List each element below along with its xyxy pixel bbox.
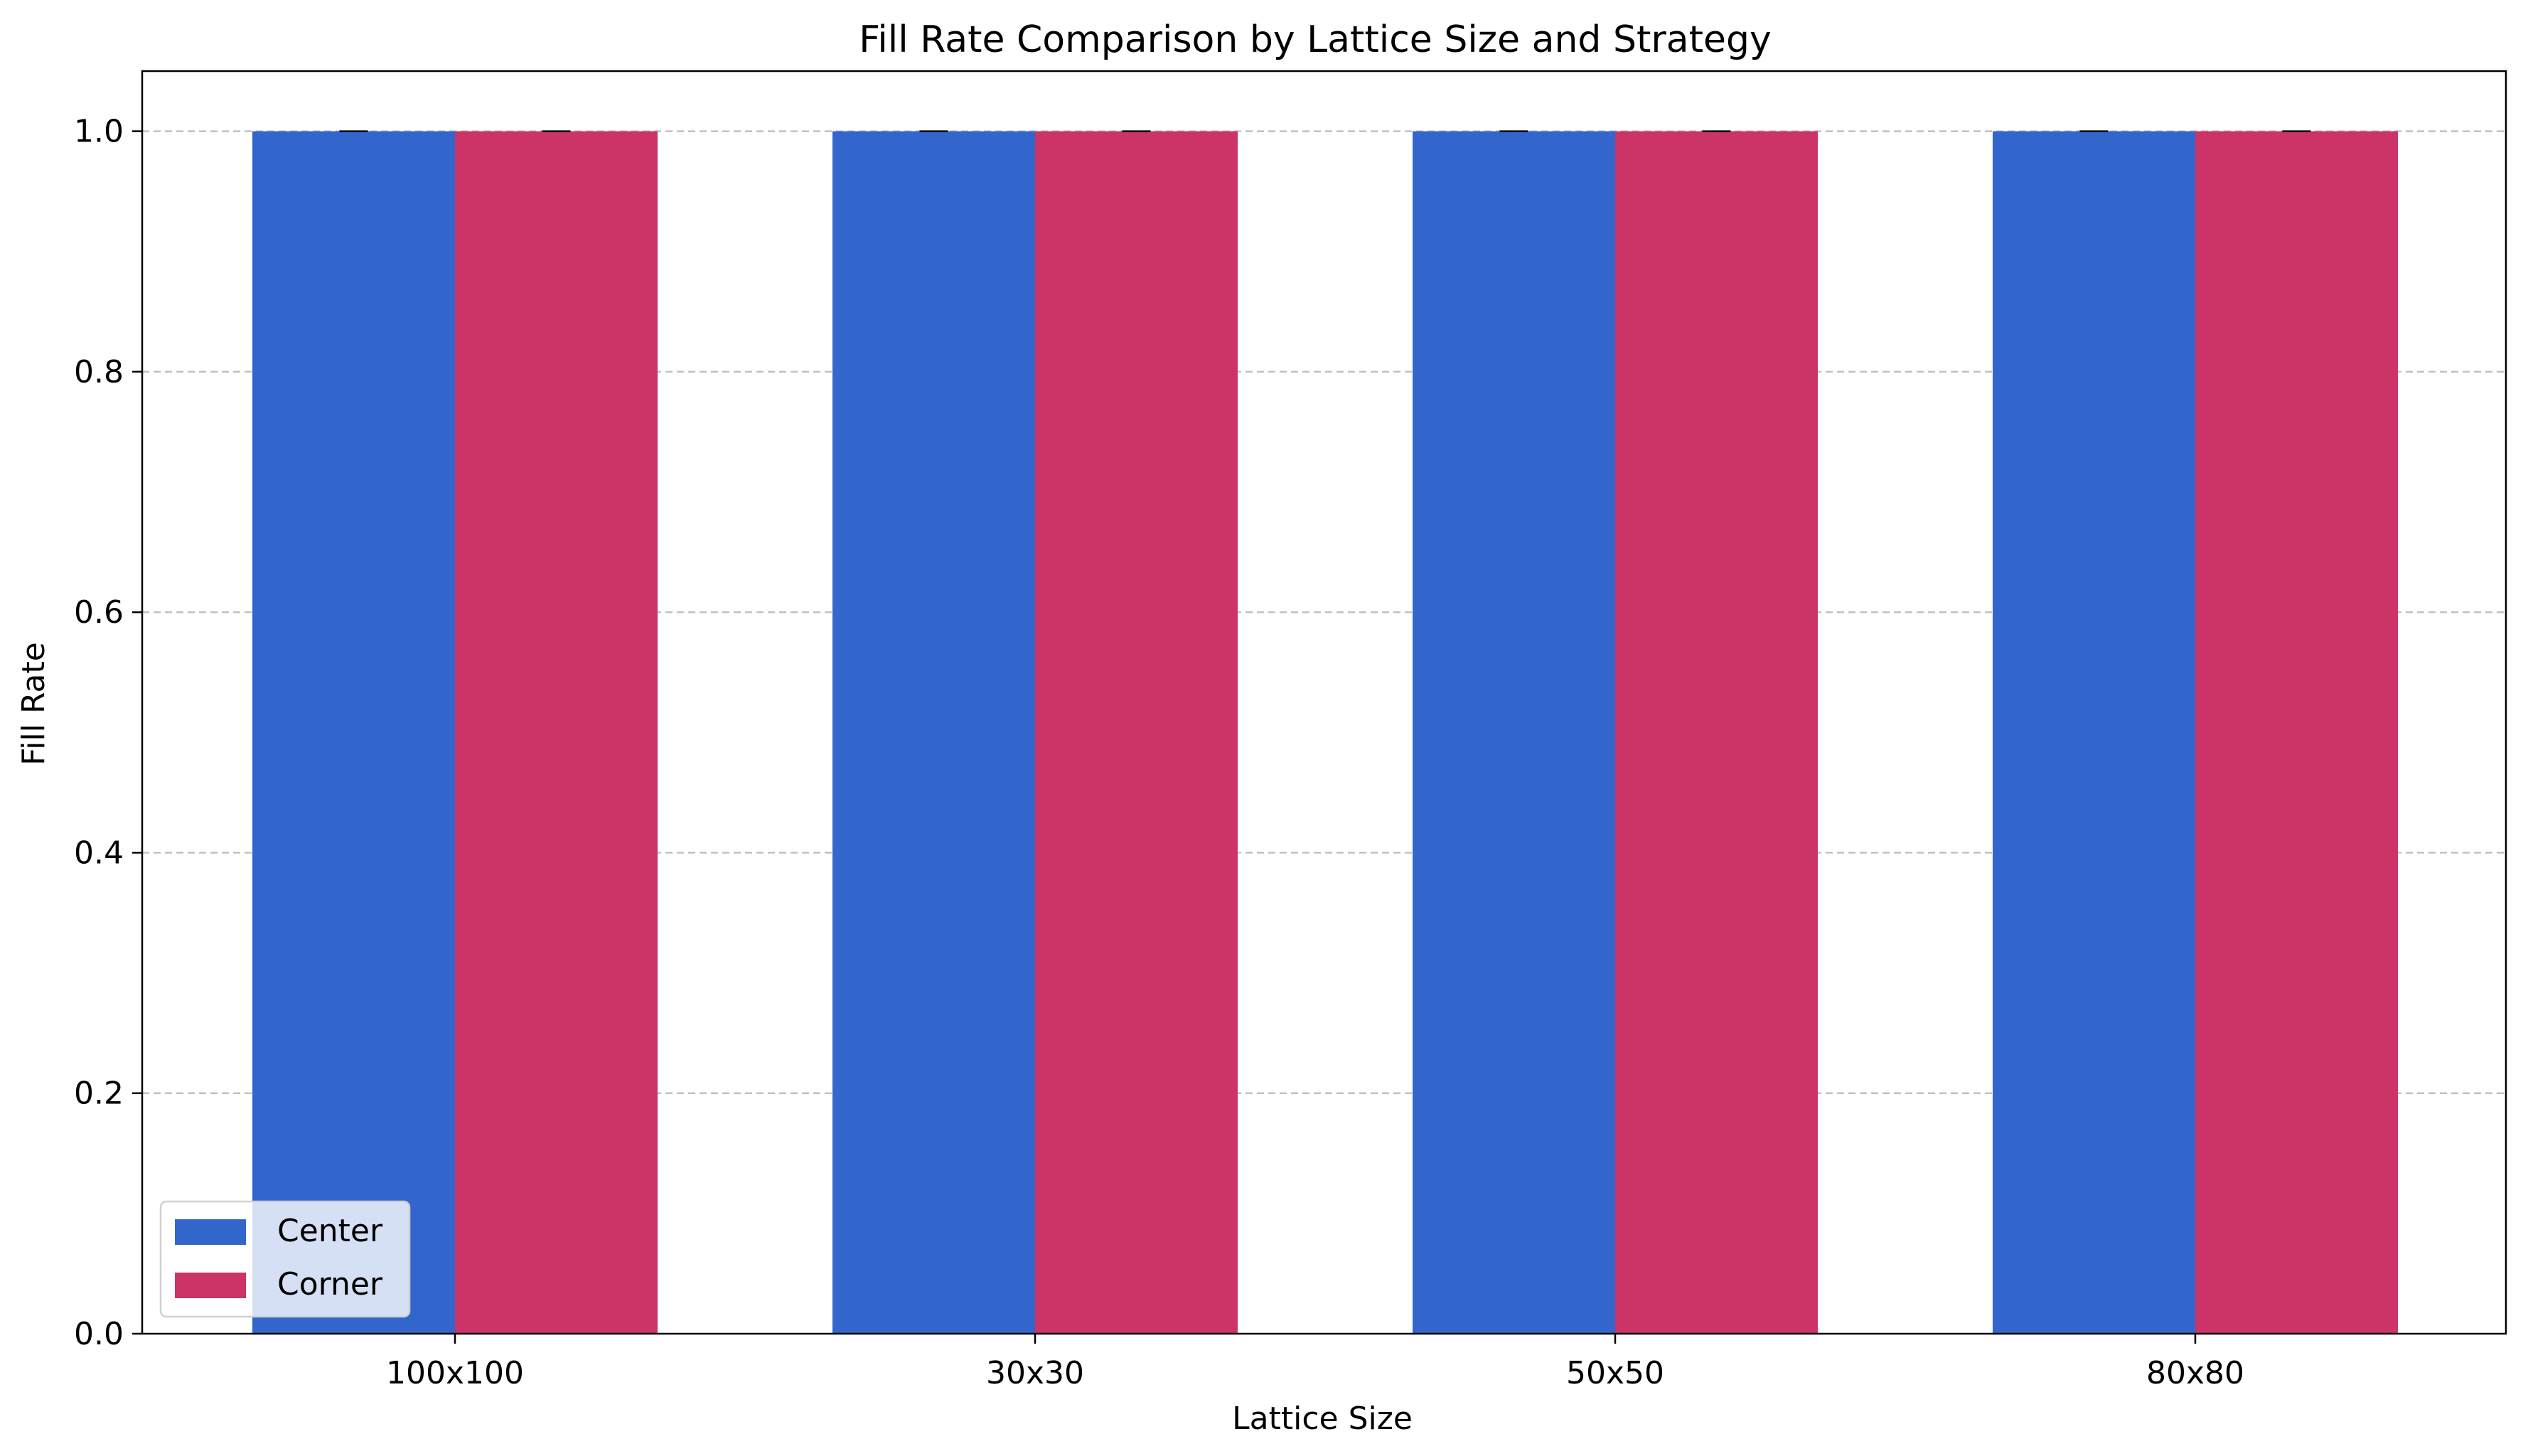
x-tick-label: 30x30 [986,1355,1084,1391]
bars [252,131,2398,1334]
plot-frame [141,70,2507,1335]
bar-center-50x50 [1413,131,1615,1334]
x-tick-label: 50x50 [1566,1355,1664,1391]
y-tick-label: 0.0 [74,1316,124,1352]
legend-label-corner: Corner [277,1266,383,1302]
y-tick-label: 0.6 [74,594,124,631]
bar-corner-50x50 [1615,131,1818,1334]
bar-corner-30x30 [1035,131,1238,1334]
bar-corner-80x80 [2195,131,2398,1334]
bar-center-80x80 [1993,131,2195,1334]
bar-center-100x100 [252,131,455,1334]
bar-corner-100x100 [455,131,658,1334]
legend-swatch-center [175,1219,246,1245]
bar-center-30x30 [832,131,1035,1334]
x-tick-label: 100x100 [386,1355,524,1391]
y-tick-label: 0.8 [74,354,124,390]
y-tick-label: 0.2 [74,1076,124,1112]
y-axis-label: Fill Rate [16,642,52,766]
legend: Center Corner [159,1200,411,1318]
x-axis-ticks: 100x100 30x30 50x50 80x80 [386,1334,2244,1391]
legend-label-center: Center [277,1213,383,1249]
chart-title: Fill Rate Comparison by Lattice Size and… [859,18,1772,61]
x-tick-label: 80x80 [2146,1355,2244,1391]
legend-swatch-corner [175,1273,246,1298]
y-tick-label: 0.4 [74,835,124,871]
y-axis-ticks: 0.0 0.2 0.4 0.6 0.8 1.0 [74,114,142,1352]
y-tick-label: 1.0 [74,114,124,150]
x-axis-label: Lattice Size [1232,1401,1413,1437]
